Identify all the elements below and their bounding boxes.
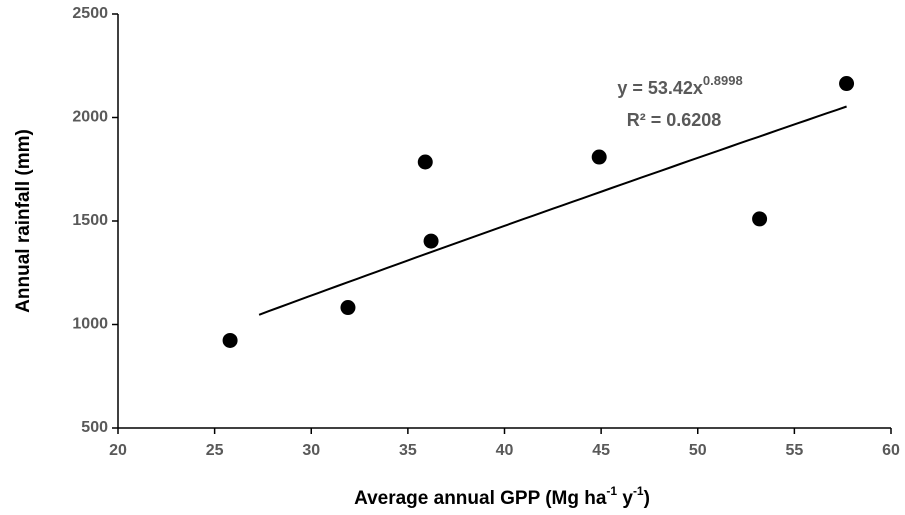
y-tick-label: 500 — [81, 419, 108, 436]
y-tick-label: 1500 — [72, 212, 108, 229]
data-point — [423, 233, 439, 249]
x-axis-title-part: Average annual GPP (Mg ha — [354, 488, 607, 509]
data-point — [417, 154, 433, 170]
x-axis-title-part: ) — [644, 488, 650, 509]
x-axis-title: Average annual GPP (Mg ha-1 y-1) — [354, 484, 650, 509]
x-tick-label: 25 — [206, 442, 224, 459]
equation-exponent: 0.8998 — [703, 73, 743, 88]
x-tick-label: 40 — [496, 442, 514, 459]
data-point — [591, 149, 607, 165]
data-point — [340, 300, 356, 316]
x-tick-label: 50 — [689, 442, 707, 459]
x-tick-label: 30 — [302, 442, 320, 459]
r-squared: R² = 0.6208 — [627, 110, 722, 130]
data-point — [839, 76, 855, 92]
x-tick-label: 20 — [109, 442, 127, 459]
x-tick-label: 45 — [592, 442, 610, 459]
y-tick-label: 2000 — [72, 109, 108, 126]
y-tick-label: 2500 — [72, 5, 108, 22]
equation-base: y = 53.42x — [617, 78, 703, 98]
data-point — [222, 332, 238, 348]
trendline-equation: y = 53.42x0.8998 — [617, 73, 742, 97]
y-tick-label: 1000 — [72, 316, 108, 333]
x-axis-title-part: y — [617, 488, 633, 509]
y-axis-title: Annual rainfall (mm) — [13, 129, 34, 313]
data-point — [752, 211, 768, 227]
x-axis-title-part: -1 — [633, 484, 644, 498]
trendline — [258, 105, 847, 316]
x-tick-label: 35 — [399, 442, 417, 459]
x-tick-label: 60 — [882, 442, 900, 459]
x-tick-label: 55 — [785, 442, 803, 459]
x-axis-title-part: -1 — [606, 484, 617, 498]
